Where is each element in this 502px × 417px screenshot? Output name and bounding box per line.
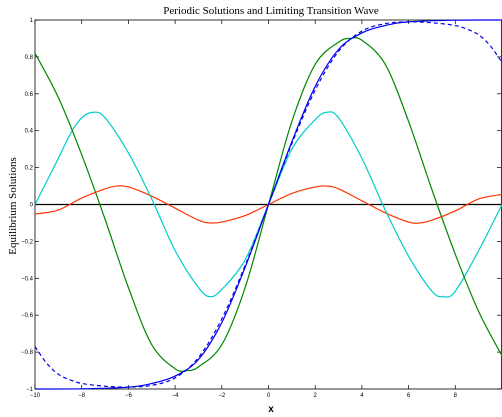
x-tick-label: 6 bbox=[407, 393, 411, 399]
x-tick-label: −2 bbox=[218, 393, 226, 399]
x-tick-label: 4 bbox=[360, 393, 364, 399]
x-tick-label: −6 bbox=[125, 393, 133, 399]
x-tick-label: −10 bbox=[30, 393, 41, 399]
series-line-5 bbox=[34, 19, 502, 390]
series-line-4 bbox=[34, 21, 502, 388]
x-tick-label: 0 bbox=[267, 393, 271, 399]
y-tick-label: 1 bbox=[30, 18, 34, 24]
x-tick-label: 8 bbox=[454, 393, 458, 399]
x-tick-label: −4 bbox=[172, 393, 180, 399]
y-tick-label: −0.2 bbox=[21, 239, 34, 245]
y-tick-label: −0.4 bbox=[21, 276, 34, 282]
y-axis-label: Equilibrium Solutions bbox=[7, 157, 19, 254]
x-tick-label: −8 bbox=[78, 393, 86, 399]
series-layer bbox=[34, 19, 502, 390]
chart-title: Periodic Solutions and Limiting Transiti… bbox=[163, 5, 379, 17]
x-axis-label: x bbox=[268, 404, 274, 415]
x-tick-label: 2 bbox=[314, 393, 318, 399]
y-tick-label: −0.6 bbox=[21, 313, 34, 319]
y-tick-label: 0 bbox=[30, 203, 34, 209]
y-tick-label: −1 bbox=[26, 387, 34, 393]
y-tick-label: 0.4 bbox=[25, 129, 34, 135]
tick-layer: −10 −8 −6 −4 −2 0 2 4 6 8 −1 −0.8 −0.6 −0.4 −0.2 0 0.2 0.… bbox=[21, 18, 501, 399]
y-tick-label: −0.8 bbox=[21, 350, 34, 356]
y-tick-label: 0.8 bbox=[25, 55, 34, 61]
y-tick-label: 0.6 bbox=[25, 92, 34, 98]
y-tick-label: 0.2 bbox=[25, 166, 34, 172]
